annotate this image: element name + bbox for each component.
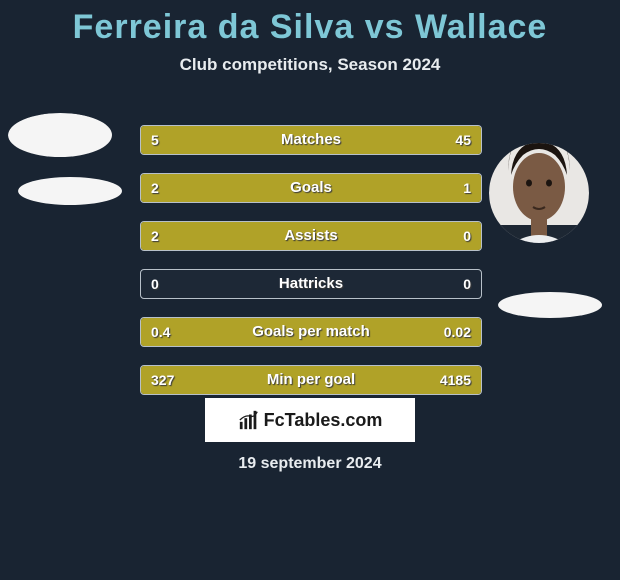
- stat-value-right: 4185: [440, 366, 471, 394]
- stat-row: 5Matches45: [140, 125, 482, 155]
- stat-label: Goals per match: [141, 318, 481, 346]
- stat-value-right: 45: [455, 126, 471, 154]
- logo-text: FcTables.com: [264, 410, 383, 431]
- player-right-avatar: [489, 125, 589, 261]
- player-left-avatar: [8, 113, 113, 158]
- player-left-badge: [18, 176, 123, 206]
- stat-row: 0.4Goals per match0.02: [140, 317, 482, 347]
- stat-value-right: 0.02: [444, 318, 471, 346]
- fctables-logo: FcTables.com: [205, 398, 415, 442]
- stat-value-right: 1: [463, 174, 471, 202]
- stat-row: 0Hattricks0: [140, 269, 482, 299]
- bar-chart-icon: [238, 409, 260, 431]
- stat-label: Hattricks: [141, 270, 481, 298]
- date-label: 19 september 2024: [0, 455, 620, 473]
- player-right-badge: [498, 291, 603, 319]
- stat-value-right: 0: [463, 270, 471, 298]
- stat-label: Assists: [141, 222, 481, 250]
- stat-label: Goals: [141, 174, 481, 202]
- stat-label: Min per goal: [141, 366, 481, 394]
- stat-row: 2Assists0: [140, 221, 482, 251]
- stat-row: 327Min per goal4185: [140, 365, 482, 395]
- stat-label: Matches: [141, 126, 481, 154]
- stat-value-right: 0: [463, 222, 471, 250]
- page-title: Ferreira da Silva vs Wallace: [0, 0, 620, 47]
- stat-bars: 5Matches452Goals12Assists00Hattricks00.4…: [140, 125, 480, 413]
- page-subtitle: Club competitions, Season 2024: [0, 55, 620, 75]
- comparison-card: Ferreira da Silva vs Wallace Club compet…: [0, 0, 620, 580]
- stat-row: 2Goals1: [140, 173, 482, 203]
